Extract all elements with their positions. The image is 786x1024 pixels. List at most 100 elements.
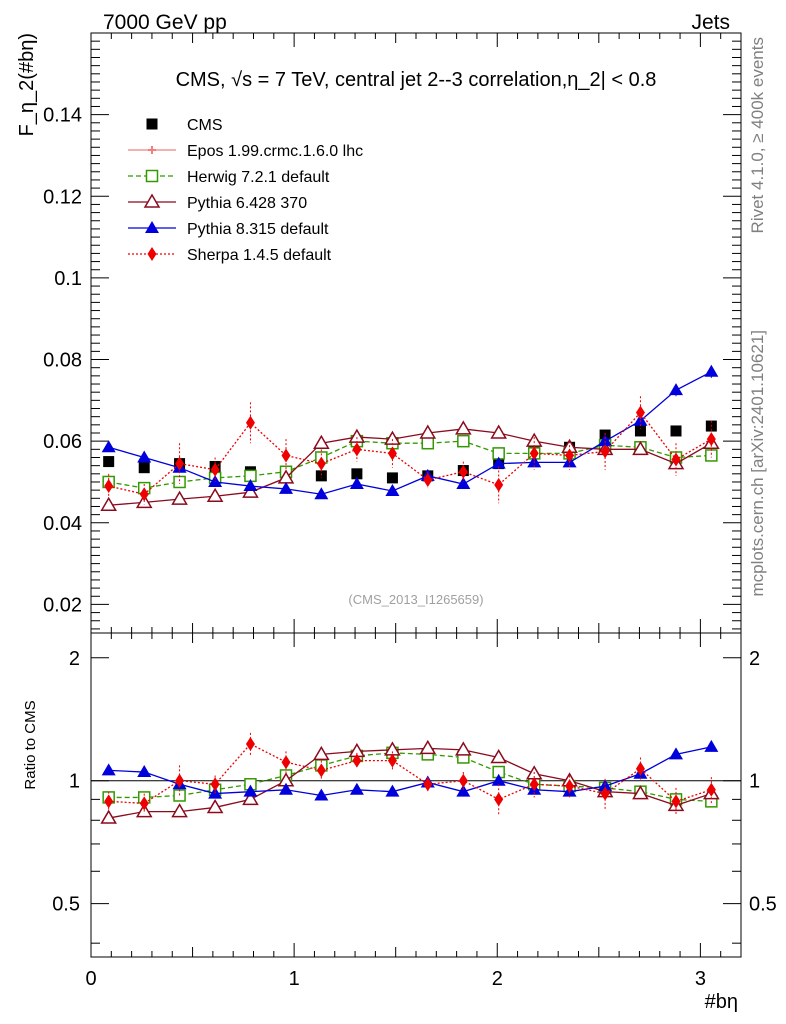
ratio-point-pythia8 xyxy=(243,784,258,797)
legend-label-pythia6: Pythia 6.428 370 xyxy=(187,195,307,212)
legend: CMS Epos 1.99.crmc.1.6.0 lhc Herwig 7.2.1 … xyxy=(128,117,363,264)
y-tick-label: 0.04 xyxy=(43,513,82,535)
top-point-herwig xyxy=(457,434,470,448)
top-point-pythia8 xyxy=(598,434,613,447)
ratio-point-pythia8 xyxy=(456,784,471,797)
top-point-cms xyxy=(103,456,115,468)
top-point-pythia6 xyxy=(206,487,224,503)
ratio-point-sherpa xyxy=(635,761,645,776)
ratio-point-pythia6 xyxy=(419,739,437,755)
ratio-point-pythia8 xyxy=(279,782,293,795)
ratio-point-pythia8 xyxy=(491,773,506,786)
ratio-y-tick-label: 2 xyxy=(69,648,80,670)
ratio-point-pythia8 xyxy=(349,782,364,795)
top-point-herwig xyxy=(705,449,718,462)
top-point-sherpa xyxy=(635,405,645,420)
ratio-point-sherpa xyxy=(600,786,610,801)
ratio-point-sherpa xyxy=(175,773,185,788)
top-point-sherpa xyxy=(600,444,610,459)
top-point-sherpa xyxy=(281,448,291,463)
top-point-sherpa xyxy=(529,446,539,461)
top-point-pythia6 xyxy=(171,490,188,505)
y-tick-label: 0.08 xyxy=(43,350,82,372)
axes-layer: 0 1 2 3 0.02 0.04 0.06 0.08 0.1 0.12 0.14 0.5 0.5 1 1 2… xyxy=(43,32,777,990)
top-point-pythia6 xyxy=(313,434,330,449)
ratio-point-pythia8 xyxy=(704,739,719,752)
x-axis-label: #bη xyxy=(705,991,738,1013)
top-point-pythia6 xyxy=(419,424,437,439)
rivet-label: Rivet 4.1.0, ≥ 400k events xyxy=(748,37,767,233)
top-point-pythia8 xyxy=(349,477,364,490)
mcplots-label: mcplots.cern.ch [arXiv:2401.10621] xyxy=(748,330,767,596)
top-point-sherpa xyxy=(175,456,185,471)
ratio-point-pythia6 xyxy=(171,803,188,818)
top-point-pythia8 xyxy=(279,481,293,494)
legend-marker-pythia6 xyxy=(143,193,161,208)
ratio-point-sherpa xyxy=(104,794,114,809)
ratio-point-pythia8 xyxy=(598,779,613,792)
top-point-pythia6 xyxy=(455,420,472,435)
top-line-pythia8 xyxy=(108,371,712,495)
y-tick-label: 0.06 xyxy=(43,431,82,453)
header-right: Jets xyxy=(691,11,730,34)
top-point-pythia8 xyxy=(314,487,329,500)
series-layer xyxy=(100,364,720,824)
analysis-watermark: (CMS_2013_I1265659) xyxy=(348,592,483,607)
top-point-pythia8 xyxy=(137,450,152,463)
top-line-herwig xyxy=(108,440,712,489)
ratio-line-pythia8 xyxy=(108,746,712,797)
top-point-pythia8 xyxy=(208,474,223,487)
top-point-pythia6 xyxy=(490,424,507,439)
top-point-herwig xyxy=(421,436,435,450)
ratio-point-sherpa xyxy=(387,753,397,768)
ratio-point-sherpa xyxy=(494,792,504,807)
y-tick-label: 0.02 xyxy=(43,594,82,616)
x-tick-label: 3 xyxy=(695,968,706,990)
ratio-point-sherpa xyxy=(245,736,255,751)
x-tick-label: 2 xyxy=(492,968,503,990)
top-line-sherpa xyxy=(108,411,712,495)
top-point-sherpa xyxy=(387,446,397,461)
legend-label-epos: Epos 1.99.crmc.1.6.0 lhc xyxy=(187,143,363,160)
top-point-pythia8 xyxy=(491,456,506,469)
ratio-point-sherpa xyxy=(139,796,149,811)
ratio-point-sherpa xyxy=(352,753,362,768)
top-point-pythia8 xyxy=(101,440,116,453)
ratio-point-sherpa xyxy=(458,773,468,788)
legend-marker-herwig xyxy=(145,169,159,183)
ratio-point-pythia8 xyxy=(314,788,329,801)
ratio-point-pythia8 xyxy=(137,765,152,778)
ratio-point-sherpa xyxy=(671,794,681,809)
ratio-point-sherpa xyxy=(316,763,326,778)
top-point-pythia6 xyxy=(632,440,649,456)
top-point-sherpa xyxy=(104,479,114,494)
y-axis-label-ratio: Ratio to CMS xyxy=(22,700,39,789)
top-point-sherpa xyxy=(565,448,575,463)
ratio-line-pythia6 xyxy=(108,747,712,819)
ratio-point-pythia6 xyxy=(490,748,507,764)
y-tick-label: 0.14 xyxy=(43,105,82,127)
top-point-pythia6 xyxy=(242,483,259,498)
top-point-cms xyxy=(138,462,150,474)
top-point-sherpa xyxy=(458,464,468,479)
top-point-cms xyxy=(315,470,327,482)
ratio-point-pythia6 xyxy=(206,798,224,814)
ratio-point-pythia6 xyxy=(455,741,472,756)
top-point-pythia6 xyxy=(100,496,117,511)
top-line-pythia6 xyxy=(108,428,712,506)
top-point-pythia8 xyxy=(456,477,471,490)
ratio-point-pythia6 xyxy=(632,785,649,800)
top-point-pythia8 xyxy=(385,483,400,496)
ratio-point-sherpa xyxy=(281,755,291,770)
top-point-sherpa xyxy=(316,456,326,471)
ratio-point-pythia6 xyxy=(242,790,259,806)
top-point-sherpa xyxy=(352,442,362,457)
top-point-sherpa xyxy=(139,487,149,502)
ratio-point-sherpa xyxy=(706,782,716,797)
top-point-sherpa xyxy=(423,472,433,487)
y-tick-label: 0.1 xyxy=(54,268,82,290)
legend-marker-sherpa xyxy=(147,247,157,261)
x-tick-label: 1 xyxy=(289,968,300,990)
ratio-point-pythia8 xyxy=(669,747,683,760)
